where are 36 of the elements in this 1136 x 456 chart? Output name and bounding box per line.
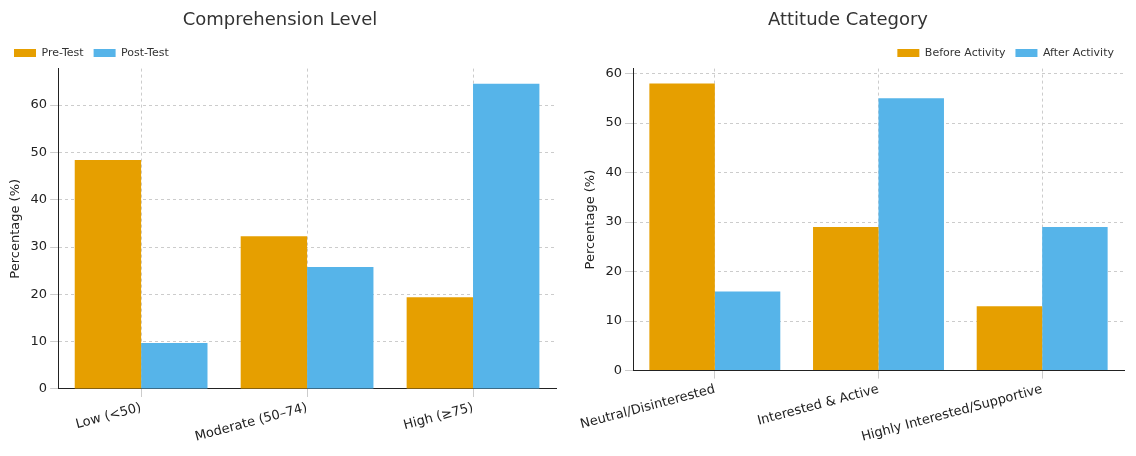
bar [240, 236, 308, 389]
y-tick-label: 30 [30, 238, 48, 254]
chart-title: Comprehension Level [182, 8, 378, 30]
legend-label: Pre-Test [41, 45, 85, 59]
bar [141, 343, 208, 389]
y-axis-title: Percentage (%) [7, 178, 23, 279]
y-tick-label: 10 [30, 333, 48, 349]
y-tick-label: 40 [30, 191, 48, 207]
y-tick-label: 30 [605, 213, 623, 229]
bar [649, 83, 715, 371]
y-tick-label: 10 [605, 312, 623, 328]
legend-label: Post-Test [121, 45, 170, 59]
legend-label: After Activity [1042, 45, 1115, 59]
bar [406, 297, 474, 389]
chart-title: Attitude Category [767, 8, 929, 30]
y-tick-label: 0 [38, 380, 48, 396]
x-tick-label: Low (<50) [73, 399, 143, 432]
bar [473, 83, 540, 389]
bar [976, 306, 1043, 371]
y-axis-title: Percentage (%) [582, 169, 598, 270]
y-tick-label: 20 [30, 285, 48, 301]
y-tick-label: 0 [613, 361, 623, 377]
y-tick-label: 40 [605, 163, 623, 179]
bar [878, 98, 944, 371]
bar [813, 227, 879, 371]
y-tick-label: 60 [605, 64, 623, 80]
y-tick-label: 50 [605, 114, 623, 130]
legend-label: Before Activity [924, 45, 1006, 59]
bar [74, 159, 142, 389]
bar [307, 266, 374, 389]
y-tick-label: 60 [30, 96, 48, 112]
x-tick-label: High (≥75) [401, 399, 475, 433]
y-tick-label: 50 [30, 143, 48, 159]
y-tick-label: 20 [605, 262, 623, 278]
bar [1042, 227, 1108, 371]
bar [714, 291, 781, 371]
